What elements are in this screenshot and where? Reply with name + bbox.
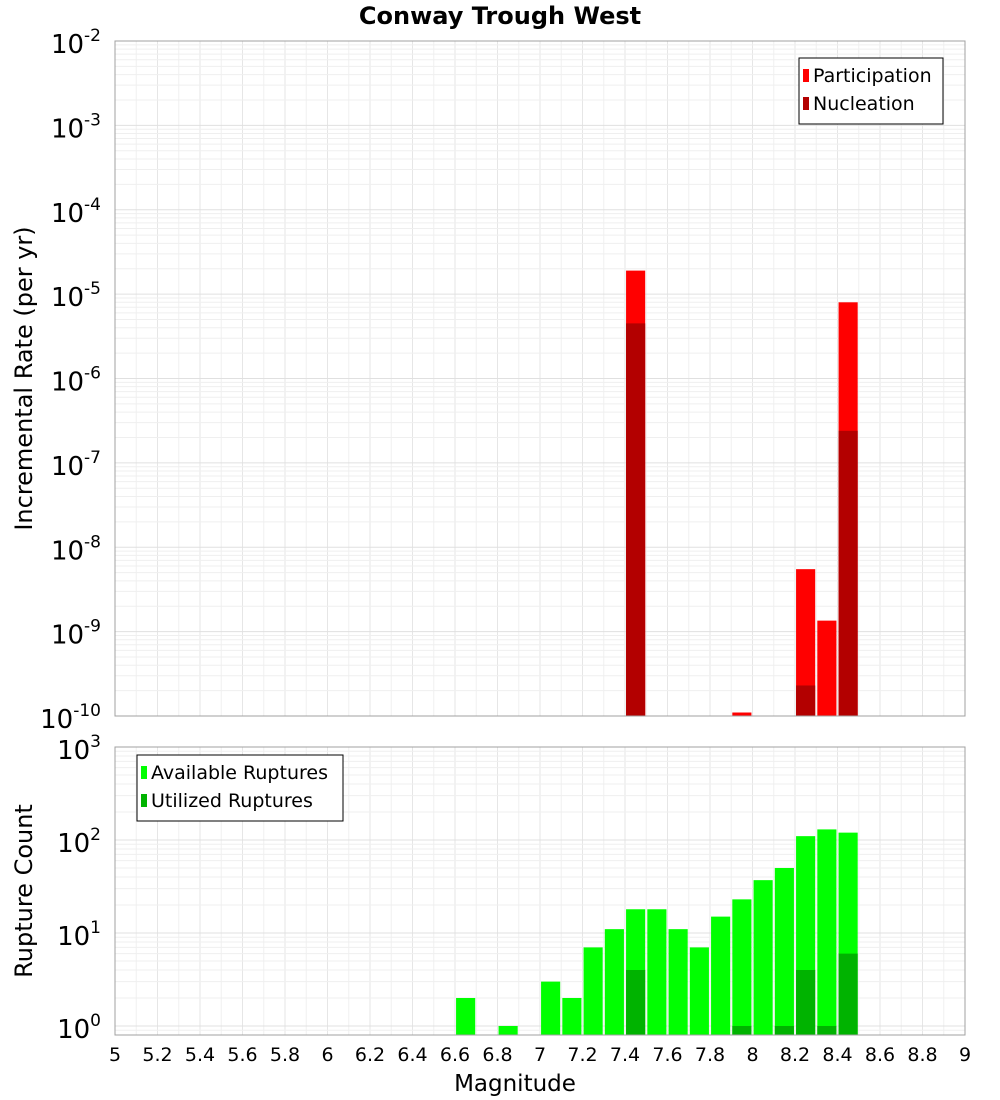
plot-border	[114, 40, 966, 717]
bar	[796, 569, 816, 716]
x-tick-label: 9	[959, 1044, 971, 1066]
y-tick-label: 10-10	[40, 701, 101, 735]
x-tick-label: 6.6	[440, 1044, 470, 1066]
bar	[774, 867, 794, 1035]
legend-label: Participation	[813, 65, 932, 87]
x-tick-label: 8.2	[780, 1044, 810, 1066]
x-tick-label: 8	[746, 1044, 758, 1066]
x-tick-label: 8.6	[865, 1044, 895, 1066]
bar	[668, 929, 688, 1035]
bar	[456, 997, 476, 1035]
bar	[647, 909, 667, 1035]
series-nucleation	[626, 323, 858, 716]
x-tick-label: 6.8	[482, 1044, 512, 1066]
y-axis-label: Incremental Rate (per yr)	[10, 226, 38, 530]
bar	[753, 880, 773, 1035]
y-tick-label: 100	[57, 1011, 101, 1045]
series-utilized-ruptures	[626, 953, 858, 1035]
y-tick-label: 10-6	[51, 364, 101, 398]
y-tick-label: 10-5	[51, 279, 101, 313]
legend-label: Nucleation	[813, 93, 915, 115]
x-tick-label: 7.8	[695, 1044, 725, 1066]
bar	[817, 620, 837, 716]
x-tick-label: 5.6	[227, 1044, 257, 1066]
bar	[498, 1025, 518, 1035]
y-tick-label: 10-8	[51, 532, 101, 566]
x-tick-label: 7	[534, 1044, 546, 1066]
bar	[774, 1025, 794, 1035]
y-tick-label: 101	[57, 918, 101, 952]
x-tick-label: 5.4	[185, 1044, 215, 1066]
bar	[541, 981, 561, 1035]
x-tick-label: 5.2	[142, 1044, 172, 1066]
x-tick-label: 6	[321, 1044, 333, 1066]
x-tick-label: 6.4	[397, 1044, 427, 1066]
x-tick-label: 7.4	[610, 1044, 640, 1066]
bar	[838, 430, 858, 716]
x-tick-label: 8.8	[907, 1044, 937, 1066]
legend-swatch	[141, 794, 147, 807]
bar	[732, 899, 752, 1035]
y-tick-label: 10-4	[51, 195, 101, 229]
bar	[689, 947, 709, 1035]
bar	[562, 997, 582, 1035]
x-tick-label: 8.4	[822, 1044, 852, 1066]
bar	[732, 712, 752, 716]
x-tick-label: 5	[109, 1044, 121, 1066]
rate-panel: 10-10 10-9 10-8 10-7 10-6 10-5 10-4 10-3 10-2 Inc…	[10, 26, 966, 735]
bar	[838, 953, 858, 1035]
x-tick-label: 5.8	[270, 1044, 300, 1066]
bar	[732, 1025, 752, 1035]
grid	[114, 40, 966, 717]
legend-box	[798, 57, 944, 125]
y-tick-label: 103	[57, 732, 101, 766]
bar	[817, 829, 837, 1035]
chart-title: Conway Trough West	[358, 2, 642, 30]
x-axis-label: Magnitude	[454, 1071, 576, 1097]
legend-swatch	[803, 97, 809, 110]
y-tick-label: 10-9	[51, 617, 101, 651]
legend-swatch	[803, 69, 809, 82]
bar	[604, 929, 624, 1035]
x-tick-label: 6.2	[355, 1044, 385, 1066]
legend-swatch	[141, 766, 147, 779]
x-tick-label: 7.2	[567, 1044, 597, 1066]
bar	[796, 685, 816, 716]
legend: Participation Nucleation	[798, 57, 944, 125]
bar	[796, 969, 816, 1035]
legend-label: Available Ruptures	[151, 762, 328, 784]
bar	[711, 916, 731, 1035]
y-tick-label: 102	[57, 825, 101, 859]
y-tick-label: 10-3	[51, 110, 101, 144]
bar	[817, 1025, 837, 1035]
legend: Available Ruptures Utilized Ruptures	[136, 754, 344, 822]
y-axis-label: Rupture Count	[10, 804, 38, 978]
y-tick-label: 10-7	[51, 448, 101, 482]
bar	[626, 323, 646, 716]
legend-box	[136, 754, 344, 822]
plot-border	[114, 746, 966, 1036]
bar	[583, 947, 603, 1035]
legend-label: Utilized Ruptures	[151, 790, 313, 812]
bar	[626, 969, 646, 1035]
y-tick-label: 10-2	[51, 26, 101, 60]
x-tick-label: 7.6	[652, 1044, 682, 1066]
